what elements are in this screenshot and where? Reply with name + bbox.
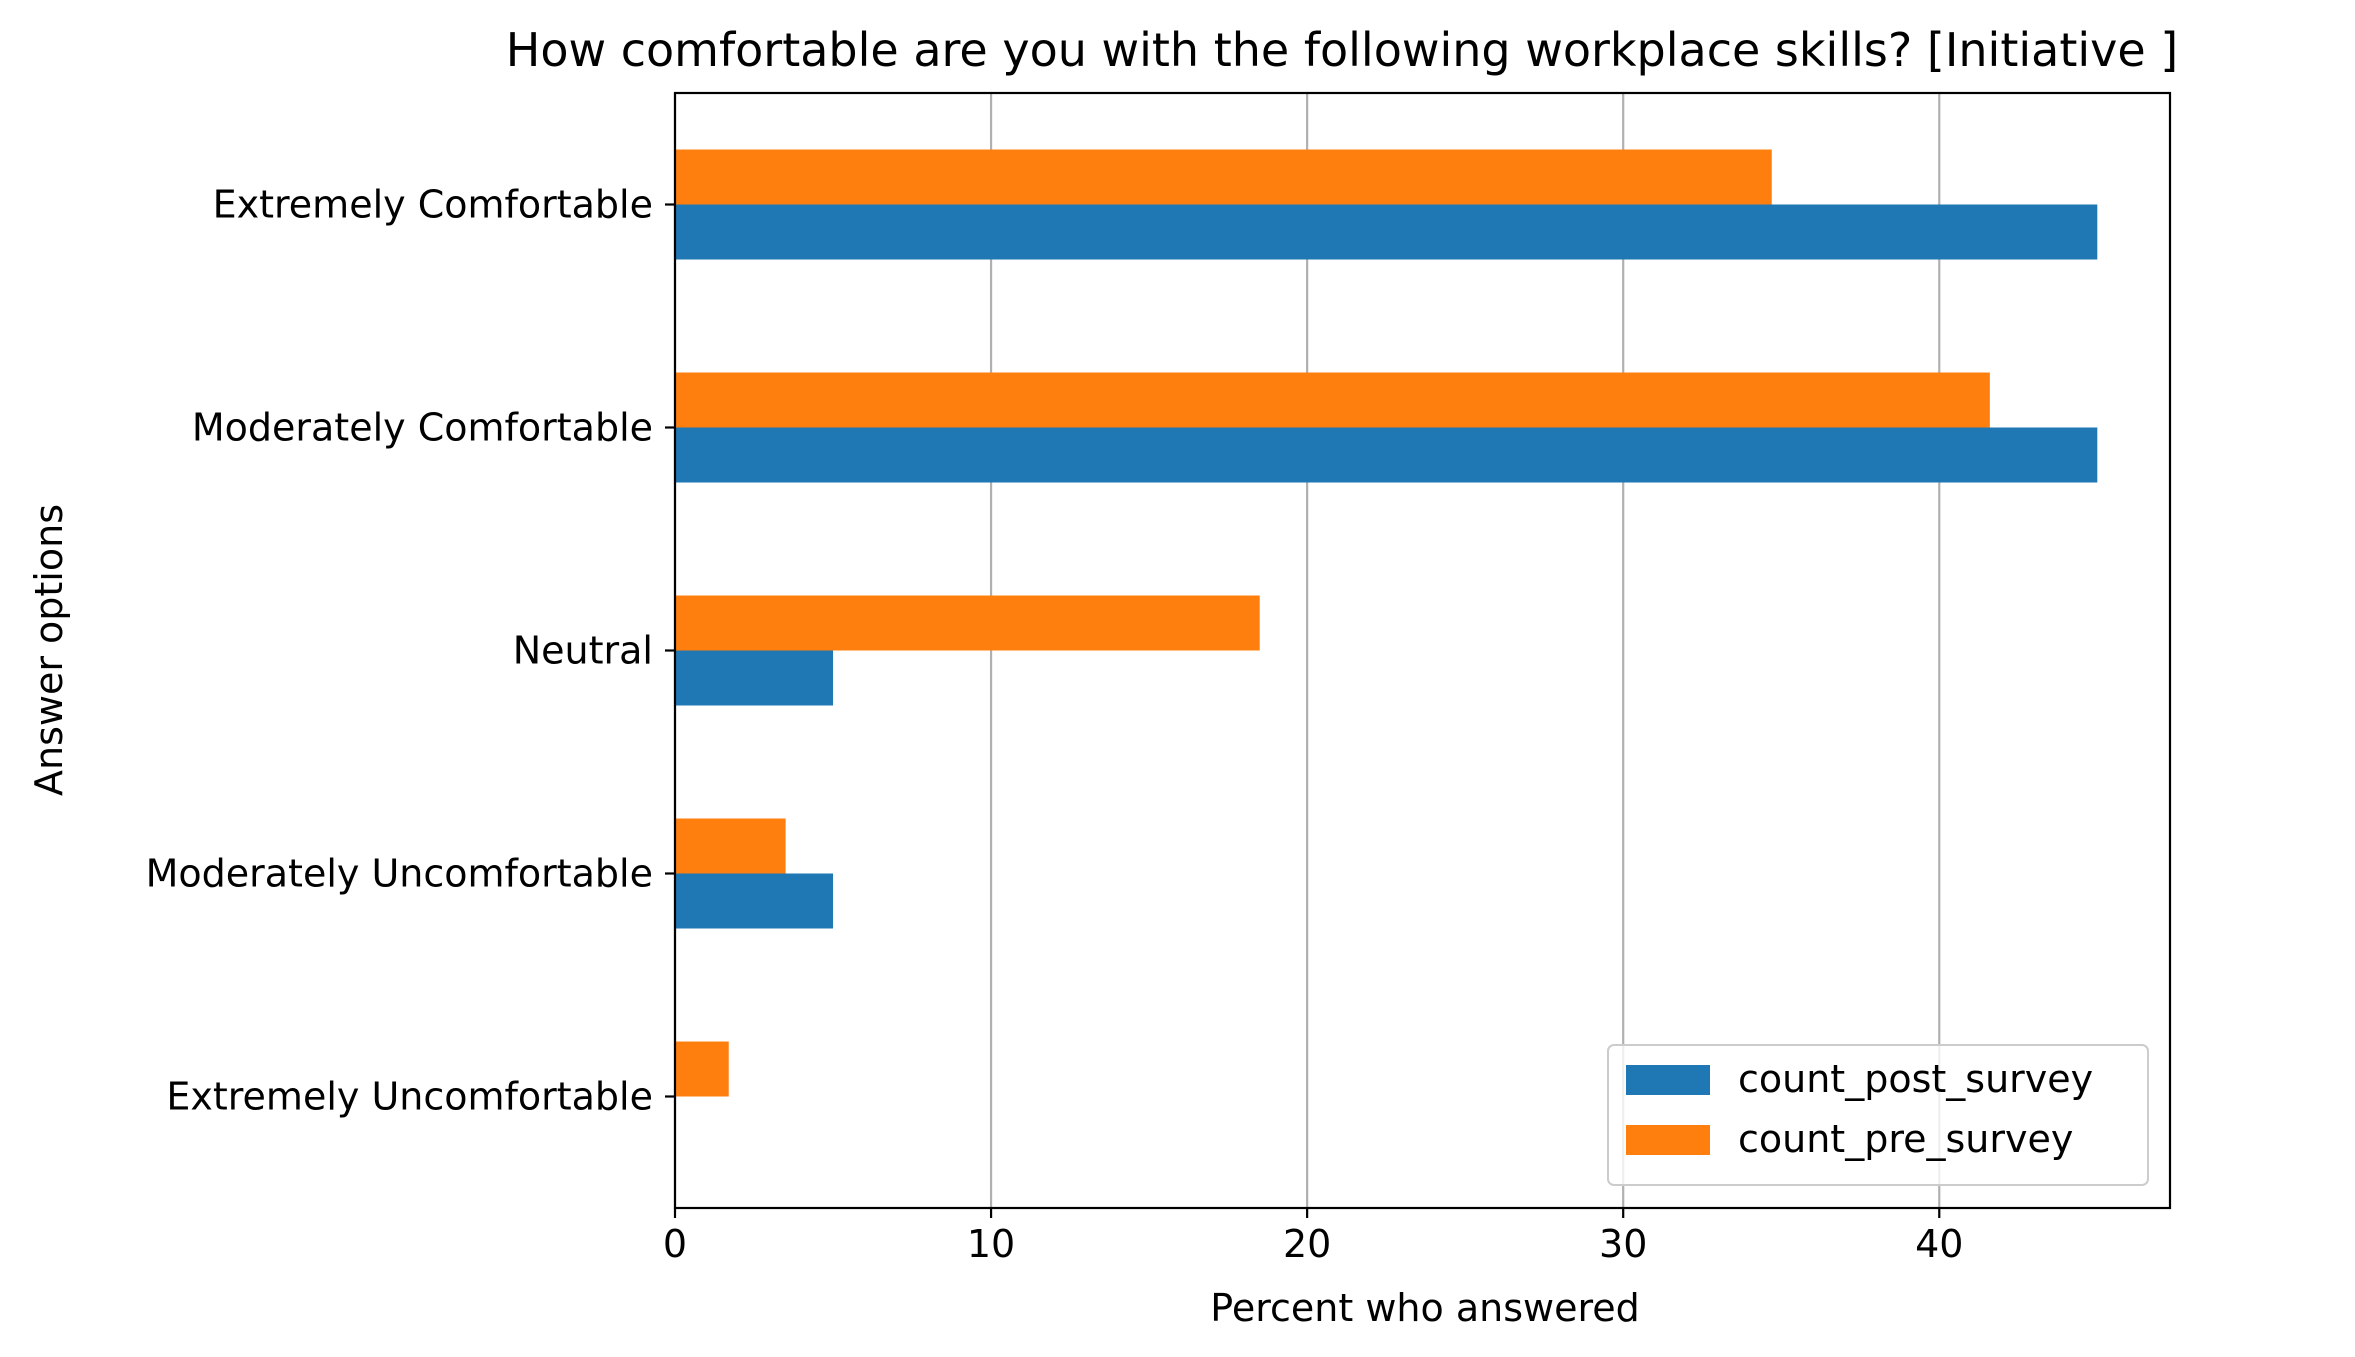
y-tick-label-4: Extremely Uncomfortable [166, 1075, 653, 1119]
axes: 0 10 20 30 40 Extremely Comfortable Moderately… [146, 91, 2172, 1266]
bar-count_pre_survey-3 [675, 818, 786, 874]
y-tick-label-2: Neutral [513, 629, 653, 673]
y-axis-label: Answer options [27, 504, 71, 796]
y-tick-label-3: Moderately Uncomfortable [146, 852, 653, 896]
chart-title: How comfortable are you with the followi… [506, 23, 2179, 77]
y-tick-label-0: Extremely Comfortable [213, 183, 653, 227]
legend-swatch-count_pre_survey [1626, 1125, 1710, 1155]
legend-box [1607, 1044, 2149, 1186]
bar-count_post_survey-1 [675, 427, 2098, 483]
bar-count_pre_survey-0 [675, 149, 1772, 205]
y-tick-label-1: Moderately Comfortable [192, 406, 653, 450]
bar-count_pre_survey-1 [675, 372, 1990, 428]
bar-count_post_survey-0 [675, 204, 2098, 260]
x-tick-label-3: 30 [1599, 1222, 1647, 1266]
x-tick-label-2: 20 [1283, 1222, 1331, 1266]
x-tick-label-1: 10 [967, 1222, 1015, 1266]
bar-count_post_survey-2 [675, 650, 834, 706]
bar-count_pre_survey-4 [675, 1041, 729, 1097]
x-tick-label-4: 40 [1915, 1222, 1963, 1266]
legend-label-count_pre_survey: count_pre_survey [1738, 1117, 2073, 1161]
legend-label-count_post_survey: count_post_survey [1738, 1057, 2093, 1101]
x-tick-label-0: 0 [663, 1222, 687, 1266]
bar-count_pre_survey-2 [675, 595, 1260, 651]
legend: count_post_survey count_pre_survey [1607, 1044, 2149, 1186]
x-axis-label: Percent who answered [1210, 1286, 1639, 1330]
bars [675, 149, 2098, 1097]
legend-swatch-count_post_survey [1626, 1065, 1710, 1095]
bar-count_post_survey-3 [675, 873, 834, 929]
